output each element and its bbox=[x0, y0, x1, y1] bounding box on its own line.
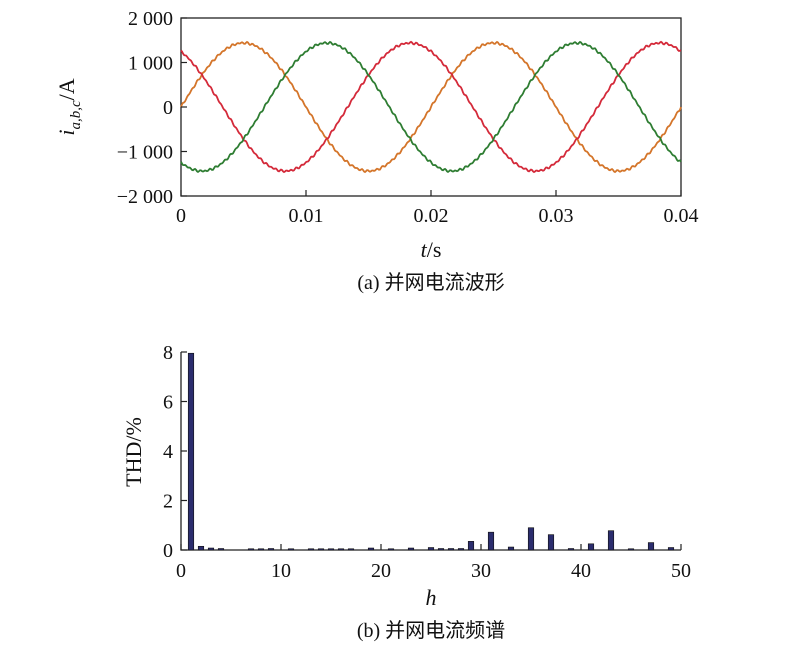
spectrum-y-tick-label: 4 bbox=[163, 441, 173, 463]
spectrum-y-tick-label: 6 bbox=[163, 392, 173, 414]
spectrum-x-tick-label: 0 bbox=[176, 560, 186, 582]
harmonic-bar-4 bbox=[217, 548, 225, 551]
waveform-x-ticks: 0 0.01 0.02 0.03 0.04 bbox=[176, 190, 699, 227]
waveform-y-tick-label: −2 000 bbox=[117, 186, 173, 208]
spectrum-x-tick-label: 30 bbox=[471, 560, 491, 582]
waveform-y-tick-label: 2 000 bbox=[128, 8, 173, 30]
spectrum-x-tick-label: 50 bbox=[671, 560, 691, 582]
harmonic-bar-28 bbox=[457, 548, 465, 551]
spectrum-y-axis-label: THD/% bbox=[121, 417, 146, 487]
harmonic-bar-15 bbox=[327, 548, 335, 551]
harmonic-bar-31 bbox=[487, 531, 495, 551]
spectrum-caption: (b) 并网电流频谱 bbox=[357, 619, 505, 642]
harmonic-bar-17 bbox=[347, 548, 355, 551]
waveform-y-tick-label: −1 000 bbox=[117, 142, 173, 164]
waveform-y-tick-label: 1 000 bbox=[128, 53, 173, 75]
harmonic-bar-1 bbox=[187, 352, 195, 551]
spectrum-x-tick-label: 20 bbox=[371, 560, 391, 582]
harmonic-bar-13 bbox=[307, 548, 315, 551]
spectrum-bars bbox=[187, 352, 675, 551]
harmonic-bar-25 bbox=[427, 547, 435, 551]
harmonic-bar-29 bbox=[467, 541, 475, 551]
spectrum-y-tick-label: 8 bbox=[163, 342, 173, 364]
spectrum-x-ticks: 0 10 20 30 40 50 bbox=[176, 544, 691, 582]
waveform-y-axis-label: ia,b,c/A bbox=[54, 78, 84, 135]
harmonic-bar-27 bbox=[447, 548, 455, 551]
waveform-caption: (a) 并网电流波形 bbox=[357, 271, 504, 294]
harmonic-bar-43 bbox=[607, 530, 615, 551]
waveform-x-tick-label: 0.02 bbox=[414, 205, 449, 227]
spectrum-x-axis-label: h bbox=[426, 585, 437, 610]
waveform-y-ticks: 2 000 1 000 0 −1 000 −2 000 bbox=[117, 8, 187, 208]
waveform-x-tick-label: 0.04 bbox=[664, 205, 699, 227]
harmonic-bar-16 bbox=[337, 548, 345, 551]
phase-current-line-2 bbox=[180, 40, 682, 174]
harmonic-bar-45 bbox=[627, 548, 635, 551]
harmonic-bar-14 bbox=[317, 548, 325, 551]
waveform-panel: 0 0.01 0.02 0.03 0.04 2 000 1 000 0 −1 000 −2 00… bbox=[54, 8, 699, 294]
spectrum-y-tick-label: 2 bbox=[163, 491, 173, 513]
harmonic-bar-47 bbox=[647, 542, 655, 551]
harmonic-bar-2 bbox=[197, 545, 205, 551]
waveform-curves bbox=[180, 40, 682, 174]
harmonic-bar-9 bbox=[267, 548, 275, 551]
spectrum-y-ticks: 0 2 4 6 8 bbox=[163, 342, 187, 562]
waveform-x-axis-label: t/s bbox=[421, 237, 442, 262]
harmonic-bar-8 bbox=[257, 548, 265, 551]
spectrum-x-tick-label: 10 bbox=[271, 560, 291, 582]
waveform-x-tick-label: 0.01 bbox=[289, 205, 324, 227]
phase-current-line-1 bbox=[180, 40, 682, 174]
phase-current-line-3 bbox=[180, 40, 682, 174]
harmonic-bar-39 bbox=[567, 548, 575, 551]
waveform-x-tick-label: 0.03 bbox=[539, 205, 574, 227]
waveform-x-tick-label: 0 bbox=[176, 205, 186, 227]
harmonic-bar-49 bbox=[667, 547, 675, 551]
spectrum-x-tick-label: 40 bbox=[571, 560, 591, 582]
harmonic-bar-41 bbox=[587, 543, 595, 551]
waveform-y-tick-label: 0 bbox=[163, 97, 173, 119]
spectrum-y-tick-label: 0 bbox=[163, 540, 173, 562]
harmonic-bar-21 bbox=[387, 548, 395, 551]
spectrum-panel: 0 10 20 30 40 50 0 2 4 6 8 THD/% h (b) 并网电流频谱 bbox=[121, 342, 691, 642]
harmonic-bar-23 bbox=[407, 547, 415, 551]
harmonic-bar-33 bbox=[507, 546, 515, 551]
spectrum-axes bbox=[180, 352, 681, 551]
harmonic-bar-37 bbox=[547, 534, 555, 551]
harmonic-bar-35 bbox=[527, 527, 535, 551]
harmonic-bar-7 bbox=[247, 548, 255, 551]
harmonic-bar-11 bbox=[287, 548, 295, 551]
harmonic-bar-26 bbox=[437, 548, 445, 551]
harmonic-bar-3 bbox=[207, 547, 215, 551]
harmonic-bar-19 bbox=[367, 547, 375, 551]
